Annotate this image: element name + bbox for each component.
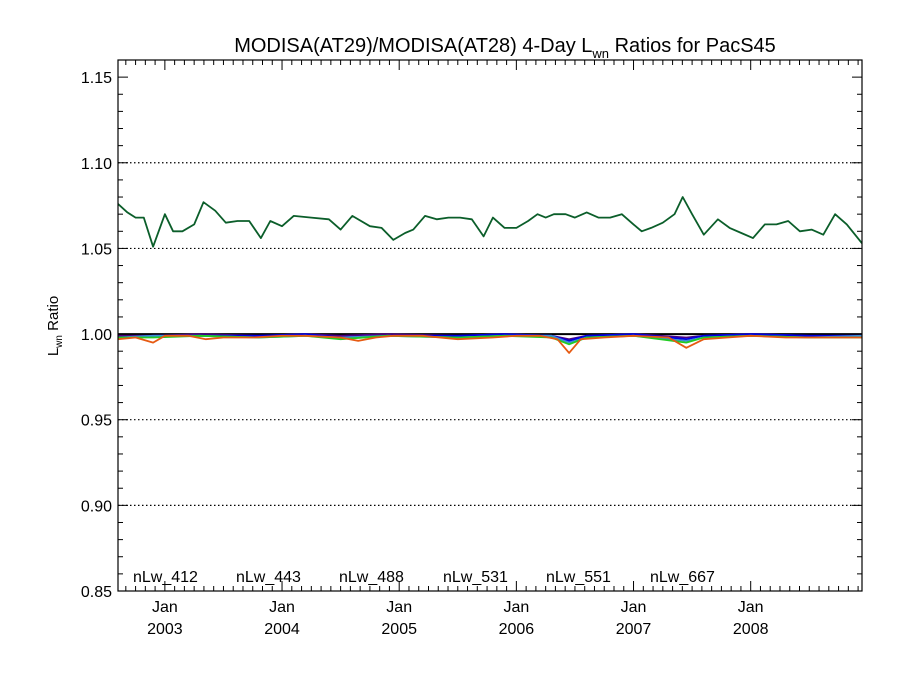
- y-axis-label-rest: Ratio: [45, 296, 62, 335]
- y-axis-label-sub: wn: [54, 335, 65, 349]
- y-tick-label: 0.85: [81, 584, 112, 601]
- legend-entry-nLw_488: nLw_488: [339, 569, 404, 586]
- legend-entry-nLw_667: nLw_667: [650, 569, 715, 586]
- legend-entry-nLw_412: nLw_412: [133, 569, 198, 586]
- y-tick-label: 1.15: [81, 70, 112, 87]
- chart-title-main: MODISA(AT29)/MODISA(AT28) 4-Day L: [234, 35, 592, 57]
- legend-entry-nLw_443: nLw_443: [236, 569, 301, 586]
- series-lines: [118, 196, 862, 354]
- chart-title-rest: Ratios for PacS45: [609, 35, 776, 57]
- x-tick-label-month: Jan: [738, 599, 764, 616]
- x-tick-label-month: Jan: [152, 599, 178, 616]
- plot-frame: [117, 59, 863, 592]
- y-axis-label-main: L: [45, 348, 62, 356]
- x-tick-labels: Jan 2003 Jan 2004 Jan 2005 Jan 2006 Jan 2007 Jan 20…: [147, 599, 769, 638]
- plot-series-group: [118, 196, 862, 354]
- x-tick-label-year: 2006: [499, 621, 535, 638]
- y-tick-label: 0.95: [81, 413, 112, 430]
- y-axis-label: Lwn Ratio: [45, 296, 65, 356]
- chart-title: MODISA(AT29)/MODISA(AT28) 4-Day Lwn Rati…: [234, 35, 776, 61]
- x-tick-label-year: 2004: [264, 621, 300, 638]
- y-tick-label: 0.90: [81, 498, 112, 515]
- y-tick-labels: 0.85 0.90 0.95 1.00 1.05 1.10 1.15: [81, 70, 112, 601]
- x-tick-label-year: 2008: [733, 621, 769, 638]
- x-tick-label-month: Jan: [386, 599, 412, 616]
- x-tick-label-year: 2003: [147, 621, 183, 638]
- y-tick-label: 1.10: [81, 156, 112, 173]
- x-tick-label-month: Jan: [269, 599, 295, 616]
- x-tick-label-year: 2005: [381, 621, 417, 638]
- series-line-nLw_667: [118, 334, 862, 354]
- axis-ticks: [118, 59, 862, 592]
- y-tick-label: 1.00: [81, 327, 112, 344]
- grid-lines: [118, 162, 862, 506]
- x-tick-label-month: Jan: [503, 599, 529, 616]
- legend: nLw_412 nLw_443 nLw_488 nLw_531 nLw_551 nLw_6…: [133, 569, 715, 586]
- series-line-nLw_551: [118, 196, 862, 248]
- chart-title-sub: wn: [591, 46, 609, 61]
- legend-entry-nLw_531: nLw_531: [443, 569, 508, 586]
- x-tick-label-year: 2007: [616, 621, 652, 638]
- legend-entry-nLw_551: nLw_551: [546, 569, 611, 586]
- y-tick-label: 1.05: [81, 241, 112, 258]
- x-tick-label-month: Jan: [621, 599, 647, 616]
